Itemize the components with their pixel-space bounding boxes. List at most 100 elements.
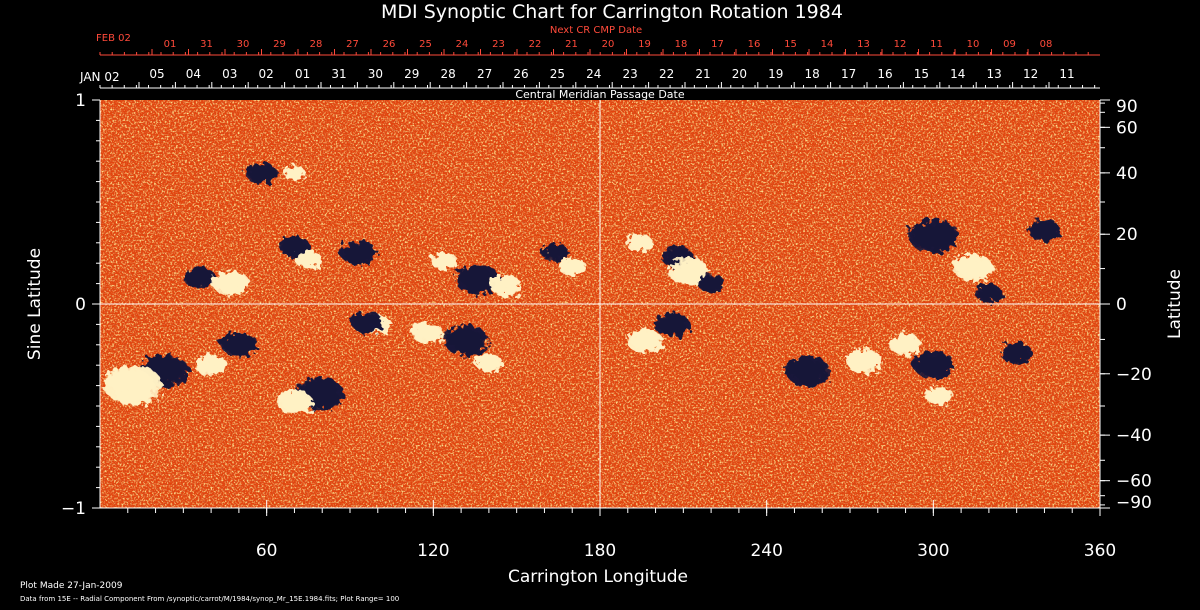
positive-polarity-region	[851, 348, 872, 363]
negative-polarity-region	[702, 282, 718, 293]
y-axis-left-label: Sine Latitude	[25, 248, 45, 360]
negative-polarity-region	[355, 321, 374, 334]
next-cr-tick-label: 24	[456, 39, 469, 50]
cmp-axis-ticks: 05 04 03 02 01 31 30 29 28 27 26 25 24 23 22 21 20 19 18 17…	[99, 67, 1096, 88]
latitude-tick-label: −40	[1116, 426, 1152, 446]
cmp-tick-label: 31	[331, 67, 346, 81]
data-source-text: Data from 15E -- Radial Component From /…	[20, 595, 399, 603]
latitude-tick-label: −20	[1116, 365, 1152, 385]
latitude-tick-label: 40	[1116, 164, 1138, 184]
next-cr-tick-label: 08	[1040, 39, 1053, 50]
cmp-tick-label: 04	[186, 67, 201, 81]
next-cr-tick-label: 22	[529, 39, 542, 50]
next-cr-tick-label: 25	[419, 39, 432, 50]
sine-latitude-tick-label: 0	[75, 295, 86, 315]
latitude-tick-label: 60	[1116, 118, 1138, 138]
negative-polarity-region	[1036, 229, 1055, 242]
cmp-tick-label: 05	[149, 67, 164, 81]
negative-polarity-region	[245, 163, 267, 179]
longitude-tick-label: 300	[917, 541, 949, 561]
positive-polarity-region	[429, 255, 445, 266]
cmp-tick-label: 23	[623, 67, 638, 81]
latitude-tick-label: −90	[1116, 493, 1152, 513]
positive-polarity-region	[207, 355, 225, 368]
longitude-tick-label: 120	[417, 541, 449, 561]
negative-polarity-region	[907, 224, 940, 247]
cmp-tick-label: 16	[877, 67, 892, 81]
next-cr-tick-label: 30	[237, 39, 250, 50]
positive-polarity-region	[293, 170, 306, 180]
negative-polarity-region	[347, 251, 368, 266]
positive-polarity-region	[105, 368, 139, 391]
negative-polarity-region	[219, 335, 244, 352]
cmp-tick-label: 21	[695, 67, 710, 81]
x-axis-label: Carrington Longitude	[508, 567, 688, 587]
next-cr-tick-label: 11	[930, 39, 943, 50]
positive-polarity-region	[410, 327, 429, 340]
longitude-tick-label: 240	[750, 541, 782, 561]
longitude-tick-label: 360	[1084, 541, 1116, 561]
cmp-tick-label: 11	[1059, 67, 1074, 81]
negative-polarity-region	[313, 390, 341, 410]
sine-latitude-ticks: 1 0 −1	[61, 91, 100, 519]
positive-polarity-region	[228, 273, 249, 288]
next-cr-tick-label: 21	[565, 39, 578, 50]
positive-polarity-region	[924, 388, 943, 401]
negative-polarity-region	[146, 354, 175, 374]
cmp-tick-label: 28	[441, 67, 456, 81]
cmp-tick-label: 03	[222, 67, 237, 81]
negative-polarity-region	[931, 354, 955, 370]
negative-polarity-region	[931, 223, 959, 243]
next-cr-axis-label: Next CR CMP Date	[550, 25, 642, 36]
cmp-tick-label: 27	[477, 67, 492, 81]
cmp-tick-label: 12	[1023, 67, 1038, 81]
next-cr-tick-label: 26	[383, 39, 396, 50]
next-cr-tick-label: 20	[602, 39, 615, 50]
cmp-tick-label: 24	[586, 67, 601, 81]
positive-polarity-region	[422, 327, 444, 342]
latitude-tick-label: 0	[1116, 295, 1127, 315]
synoptic-map	[100, 100, 1100, 508]
next-cr-tick-label: 16	[748, 39, 761, 50]
cmp-tick-label: 13	[987, 67, 1002, 81]
positive-polarity-region	[642, 336, 663, 351]
next-cr-tick-label: 12	[894, 39, 907, 50]
cmp-tick-label: 25	[550, 67, 565, 81]
positive-polarity-region	[938, 388, 954, 400]
negative-polarity-region	[988, 290, 1003, 301]
next-cr-tick-label: 19	[638, 39, 651, 50]
next-cr-tick-label: 18	[675, 39, 688, 50]
longitude-ticks: 60 120 180 240 300 360	[127, 500, 1116, 561]
cmp-tick-label: 29	[404, 67, 419, 81]
next-cr-tick-label: 28	[310, 39, 323, 50]
cmp-tick-label: 18	[805, 67, 820, 81]
cmp-tick-label: 22	[659, 67, 674, 81]
next-cr-tick-label: 27	[346, 39, 359, 50]
positive-polarity-region	[638, 239, 653, 250]
positive-polarity-region	[971, 260, 995, 277]
latitude-tick-label: −60	[1116, 472, 1152, 492]
cmp-tick-label: 30	[368, 67, 383, 81]
sine-latitude-tick-label: 1	[75, 91, 86, 111]
chart-title: MDI Synoptic Chart for Carrington Rotati…	[381, 1, 843, 23]
next-cr-tick-label: 31	[200, 39, 213, 50]
next-cr-tick-label: 23	[492, 39, 505, 50]
next-cr-axis-ticks: 01 31 30 29 28 27 26 25 24 23 22 21 20 19 18 17 16 15 14 13…	[99, 39, 1089, 55]
active-regions	[103, 162, 1061, 414]
cmp-tick-label: 19	[768, 67, 783, 81]
positive-polarity-region	[570, 259, 586, 270]
next-cr-tick-label: 13	[857, 39, 870, 50]
y-axis-right-label: Latitude	[1165, 269, 1185, 339]
negative-polarity-region	[455, 266, 481, 284]
cmp-tick-label: 01	[295, 67, 310, 81]
cmp-tick-label: 17	[841, 67, 856, 81]
sine-latitude-tick-label: −1	[61, 499, 86, 519]
cmp-start-label: JAN 02	[79, 70, 120, 84]
positive-polarity-region	[493, 275, 512, 288]
cmp-tick-label: 14	[950, 67, 965, 81]
negative-polarity-region	[667, 322, 688, 337]
negative-polarity-region	[237, 335, 258, 350]
next-cr-tick-label: 01	[164, 39, 177, 50]
